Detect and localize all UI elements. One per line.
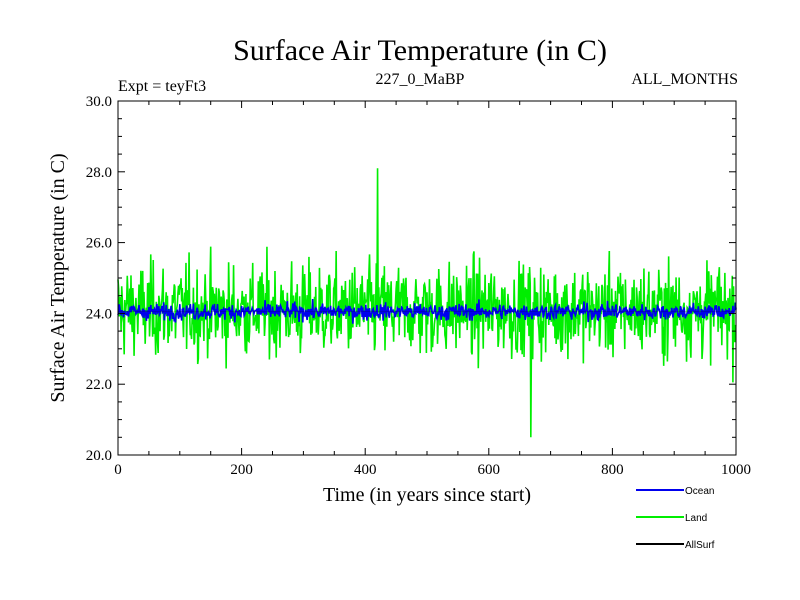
- y-tick-label: 20.0: [86, 448, 112, 464]
- legend-label-ocean: Ocean: [685, 486, 714, 497]
- x-tick-label: 1000: [721, 462, 751, 478]
- chart-title: Surface Air Temperature (in C): [233, 34, 607, 67]
- y-tick-label: 26.0: [86, 236, 112, 252]
- x-tick-label: 600: [478, 462, 501, 478]
- axes: 20.0 22.0 24.0 26.0 28.0 30.0 0 200 400 600 800 100…: [86, 94, 751, 478]
- legend: Ocean Land AllSurf: [636, 486, 715, 551]
- x-tick-label: 400: [354, 462, 377, 478]
- series-ocean-line: [117, 298, 737, 324]
- y-tick-label: 24.0: [86, 306, 112, 322]
- plot-lines: [117, 168, 737, 438]
- x-axis-label: Time (in years since start): [323, 484, 531, 506]
- series-land-line: [117, 168, 737, 438]
- x-tick-label: 200: [230, 462, 253, 478]
- y-axis-label: Surface Air Temperature (in C): [47, 153, 69, 402]
- x-tick-label: 800: [601, 462, 624, 478]
- legend-label-allsurf: AllSurf: [685, 540, 715, 551]
- period-label: 227_0_MaBP: [376, 71, 465, 88]
- y-tick-label: 22.0: [86, 377, 112, 393]
- x-tick-label: 0: [114, 462, 122, 478]
- legend-label-land: Land: [685, 513, 707, 524]
- y-tick-label: 28.0: [86, 165, 112, 181]
- y-tick-label: 30.0: [86, 94, 112, 110]
- months-label: ALL_MONTHS: [631, 71, 738, 88]
- experiment-label: Expt = teyFt3: [118, 78, 206, 95]
